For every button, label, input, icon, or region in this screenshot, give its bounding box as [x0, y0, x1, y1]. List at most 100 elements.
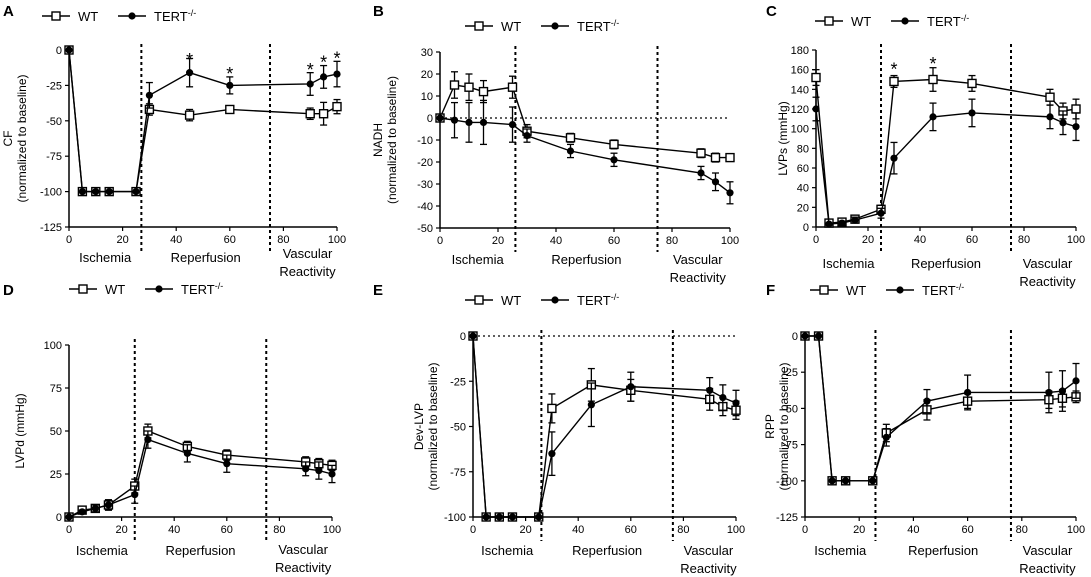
tert-marker — [78, 508, 86, 516]
wt-marker — [318, 109, 329, 119]
panel-d: D WT TERT-/- 0 25 50 75 100 0 20 40 60 80 100 LVPd (mm… — [3, 281, 341, 575]
tert-marker — [144, 436, 152, 444]
panel-f: F WT TERT-/- 0 -25 -50 -75 -100 -125 0 20 40 60 80 100… — [763, 282, 1085, 576]
wt-marker — [332, 101, 342, 112]
series-wt — [811, 67, 1081, 228]
significance-asterisk: * — [226, 64, 233, 84]
tert-marker — [132, 188, 140, 196]
tert-marker — [1072, 377, 1080, 385]
x-tick-label: 60 — [625, 524, 637, 536]
x-tick-label: 40 — [907, 524, 919, 536]
tert-marker — [711, 178, 720, 186]
significance-asterisk: * — [307, 60, 314, 80]
tert-marker — [706, 386, 714, 394]
y-tick-label: -75 — [450, 467, 466, 479]
wt-marker — [547, 403, 557, 414]
y-tick-label: 0 — [56, 512, 62, 524]
tert-marker — [183, 449, 191, 457]
wt-marker — [225, 104, 235, 115]
phase-ischemia-label: Ischemia — [79, 250, 132, 265]
series-line — [805, 335, 1077, 482]
tert-marker — [1046, 113, 1054, 121]
x-tick-label: 100 — [721, 235, 739, 247]
series-tert — [801, 332, 1080, 485]
tert-marker — [302, 465, 310, 473]
x-tick-label: 20 — [115, 524, 127, 536]
x-tick-label: 80 — [273, 524, 285, 536]
wt-marker — [967, 78, 977, 89]
wt-marker — [184, 110, 195, 120]
significance-asterisk: * — [333, 48, 340, 68]
x-tick-label: 100 — [323, 524, 341, 536]
phase-reperfusion-label: Reperfusion — [551, 252, 621, 267]
tert-marker — [523, 132, 531, 140]
series-line — [805, 335, 1077, 482]
series-wt — [435, 71, 735, 163]
tert-marker — [65, 46, 73, 54]
phase-reactivity-label: Reactivity — [279, 264, 336, 279]
phase-vascular-label: Vascular — [1023, 256, 1073, 271]
y-tick-label: 0 — [792, 331, 798, 343]
wt-marker — [819, 285, 829, 295]
tert-marker — [882, 433, 890, 441]
y-tick-label: -125 — [40, 222, 62, 234]
y-tick-label: 0 — [56, 45, 62, 57]
y-tick-label: -75 — [46, 151, 62, 163]
panel-letter: B — [373, 3, 384, 20]
y-tick-label: -25 — [450, 376, 466, 388]
x-tick-label: 20 — [519, 524, 531, 536]
wt-marker — [824, 16, 834, 26]
tert-marker — [436, 114, 444, 122]
tert-marker — [328, 470, 336, 478]
tert-marker — [508, 121, 517, 129]
tert-marker — [469, 332, 477, 340]
y-tick-label: 50 — [50, 426, 62, 438]
y-tick-label: -100 — [776, 476, 798, 488]
wt-marker — [710, 152, 721, 163]
tert-marker — [1045, 388, 1053, 397]
wt-marker — [1045, 92, 1055, 102]
x-tick-label: 20 — [492, 235, 504, 247]
phase-reactivity-label: Reactivity — [1019, 274, 1076, 289]
tert-marker — [482, 513, 490, 521]
legend-wt-label: WT — [851, 14, 871, 29]
y-tick-label: 0 — [427, 113, 433, 125]
panel-c: C WT TERT-/- 0 20 40 60 80 100 120 140 160 180 0 20 40 6… — [766, 3, 1085, 289]
tert-marker — [697, 169, 705, 177]
tert-marker — [1059, 119, 1067, 127]
series-line — [472, 335, 737, 518]
y-tick-label: 100 — [44, 340, 62, 352]
y-tick-label: 30 — [421, 47, 433, 59]
tert-marker — [901, 17, 909, 25]
y-tick-label: 140 — [791, 84, 809, 96]
y-tick-label: -50 — [450, 422, 466, 434]
phase-vascular-label: Vascular — [673, 252, 723, 267]
y-axis-label: LVPd (mmHg) — [13, 393, 27, 468]
tert-marker — [732, 399, 740, 407]
y-tick-label: 160 — [791, 65, 809, 77]
phase-ischemia-label: Ischemia — [76, 543, 129, 558]
wt-marker — [464, 82, 474, 92]
wt-marker — [1071, 104, 1081, 114]
y-tick-label: -75 — [782, 440, 798, 452]
phase-vascular-label: Vascular — [1023, 543, 1073, 558]
panel-letter: A — [3, 3, 14, 20]
x-tick-label: 60 — [966, 234, 978, 246]
x-tick-label: 0 — [470, 524, 476, 536]
series-tert — [436, 99, 734, 205]
tert-marker — [719, 393, 727, 402]
phase-vascular-label: Vascular — [684, 543, 734, 558]
series-line — [815, 108, 1077, 225]
phase-ischemia-label: Ischemia — [481, 543, 534, 558]
tert-marker — [610, 156, 618, 164]
tert-marker — [320, 73, 328, 81]
x-tick-label: 80 — [1016, 524, 1028, 536]
tert-marker — [333, 70, 341, 78]
series-line — [815, 77, 1077, 224]
y-tick-label: -50 — [782, 403, 798, 415]
phase-vascular-label: Vascular — [283, 246, 333, 261]
tert-marker — [838, 219, 846, 227]
tert-marker — [186, 69, 194, 77]
tert-marker — [587, 401, 595, 409]
